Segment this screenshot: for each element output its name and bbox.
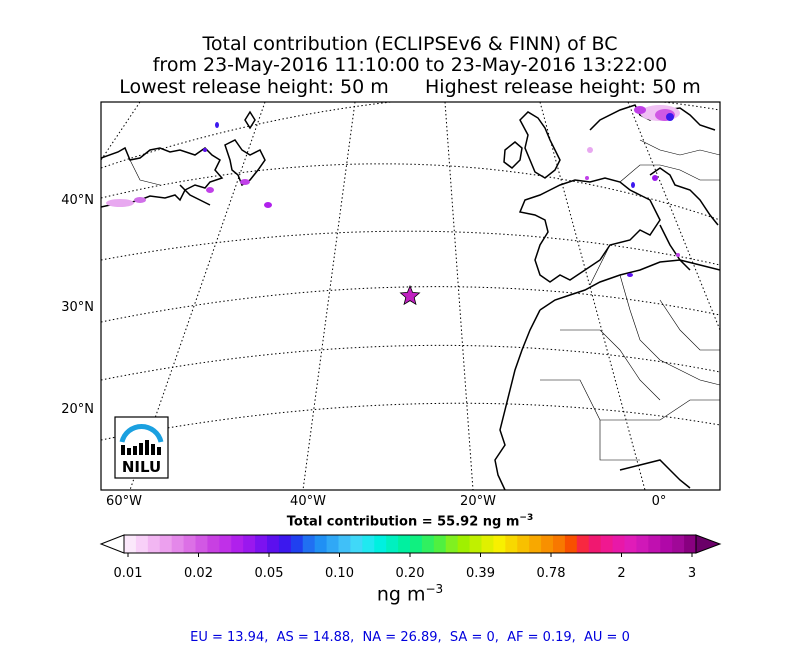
colorbar-cell: [338, 535, 351, 553]
plot-title-line-1: Total contribution (ECLIPSEv6 & FINN) of…: [202, 33, 618, 55]
colorbar-cell: [219, 535, 232, 553]
graticule: [101, 102, 720, 490]
colorbar-cell: [660, 535, 673, 553]
release-point-star: [399, 284, 421, 306]
colorbar-cell: [600, 535, 614, 553]
lat-label-30n: 30°N: [61, 300, 94, 315]
colorbar-cell: [576, 535, 590, 553]
colorbar-cell: [243, 535, 256, 553]
colorbar-cell: [159, 535, 173, 553]
highest-release-height: Highest release height: 50 m: [425, 76, 701, 98]
plot-title-line-2: from 23-May-2016 11:10:00 to 23-May-2016…: [152, 54, 668, 76]
colorbar-cell: [314, 535, 328, 553]
lat-label-40n: 40°N: [61, 193, 94, 208]
colorbar-cell: [410, 535, 423, 553]
colorbar-cell: [481, 535, 494, 553]
colorbar-cell: [445, 535, 459, 553]
country-borders: [129, 139, 720, 461]
colorbar-cell: [326, 535, 339, 553]
nilu-logo: NILU: [114, 416, 169, 479]
colorbar-cell: [624, 535, 637, 553]
colorbar-cell: [505, 535, 518, 553]
colorbar-tick-label: 0.02: [184, 566, 213, 581]
colorbar-cell: [171, 535, 185, 553]
colorbar-cell: [362, 535, 375, 553]
colorbar-tick-label: 3: [688, 566, 696, 581]
colorbar-high-extend: [695, 534, 722, 554]
lowest-release-height: Lowest release height: 50 m: [119, 76, 389, 98]
concentration-patches: [106, 105, 680, 277]
lon-label-40w: 40°W: [290, 494, 326, 509]
colorbar-cell: [386, 535, 399, 553]
colorbar-cell: [588, 535, 602, 553]
colorbar-cell: [278, 535, 292, 553]
colorbar-cell: [493, 535, 506, 553]
colorbar-cell: [541, 535, 554, 553]
colorbar-cell: [267, 535, 280, 553]
logo-text: NILU: [122, 458, 161, 476]
colorbar-cell: [672, 535, 685, 553]
colorbar-cell: [302, 535, 316, 553]
colorbar-tick-label: 0.78: [537, 566, 566, 581]
region-contributions: EU = 13.94, AS = 14.88, NA = 26.89, SA =…: [190, 630, 630, 645]
colorbar-cell: [231, 535, 244, 553]
colorbar-cell: [636, 535, 649, 553]
colorbar-low-extend: [99, 534, 125, 554]
colorbar-tick-label: 0.05: [255, 566, 284, 581]
colorbar: 0.01 0.02 0.05 0.10 0.20 0.39 0.78 2 3: [99, 534, 722, 581]
colorbar-cell: [684, 535, 697, 553]
colorbar-cell: [529, 535, 542, 553]
colorbar-cell: [124, 535, 137, 553]
colorbar-cell: [195, 535, 208, 553]
colorbar-cell: [469, 535, 482, 553]
colorbar-tick-label: 0.10: [325, 566, 354, 581]
colorbar-cell: [135, 535, 149, 553]
plot-title-line-3: Lowest release height: 50 m Highest rele…: [0, 76, 800, 98]
colorbar-cell: [207, 535, 220, 553]
lat-label-20n: 20°N: [61, 402, 94, 417]
total-contribution: Total contribution = 55.92 ng m−3: [286, 513, 534, 530]
colorbar-cells: [124, 535, 697, 553]
colorbar-cell: [374, 535, 387, 553]
colorbar-tick-label: 2: [617, 566, 625, 581]
colorbar-cell: [553, 535, 566, 553]
colorbar-cell: [255, 535, 268, 553]
lon-label-20w: 20°W: [460, 494, 496, 509]
colorbar-tick-label: 0.01: [114, 566, 143, 581]
colorbar-cell: [517, 535, 530, 553]
lon-label-0: 0°: [652, 494, 667, 509]
colorbar-cell: [433, 535, 447, 553]
colorbar-cell: [421, 535, 435, 553]
colorbar-cell: [457, 535, 471, 553]
colorbar-cell: [147, 535, 161, 553]
colorbar-cell: [612, 535, 625, 553]
colorbar-cell: [648, 535, 661, 553]
colorbar-cell: [398, 535, 411, 553]
colorbar-cell: [350, 535, 363, 553]
colorbar-cell: [183, 535, 196, 553]
coastlines: [101, 104, 720, 490]
colorbar-tick-label: 0.20: [396, 566, 425, 581]
colorbar-cell: [290, 535, 304, 553]
colorbar-tick-label: 0.39: [466, 566, 495, 581]
map-area: [100, 101, 721, 491]
colorbar-unit: ng m−3: [376, 582, 444, 606]
colorbar-ticks: 0.01 0.02 0.05 0.10 0.20 0.39 0.78 2 3: [114, 553, 696, 581]
colorbar-cell: [564, 535, 578, 553]
lon-label-60w: 60°W: [106, 494, 142, 509]
